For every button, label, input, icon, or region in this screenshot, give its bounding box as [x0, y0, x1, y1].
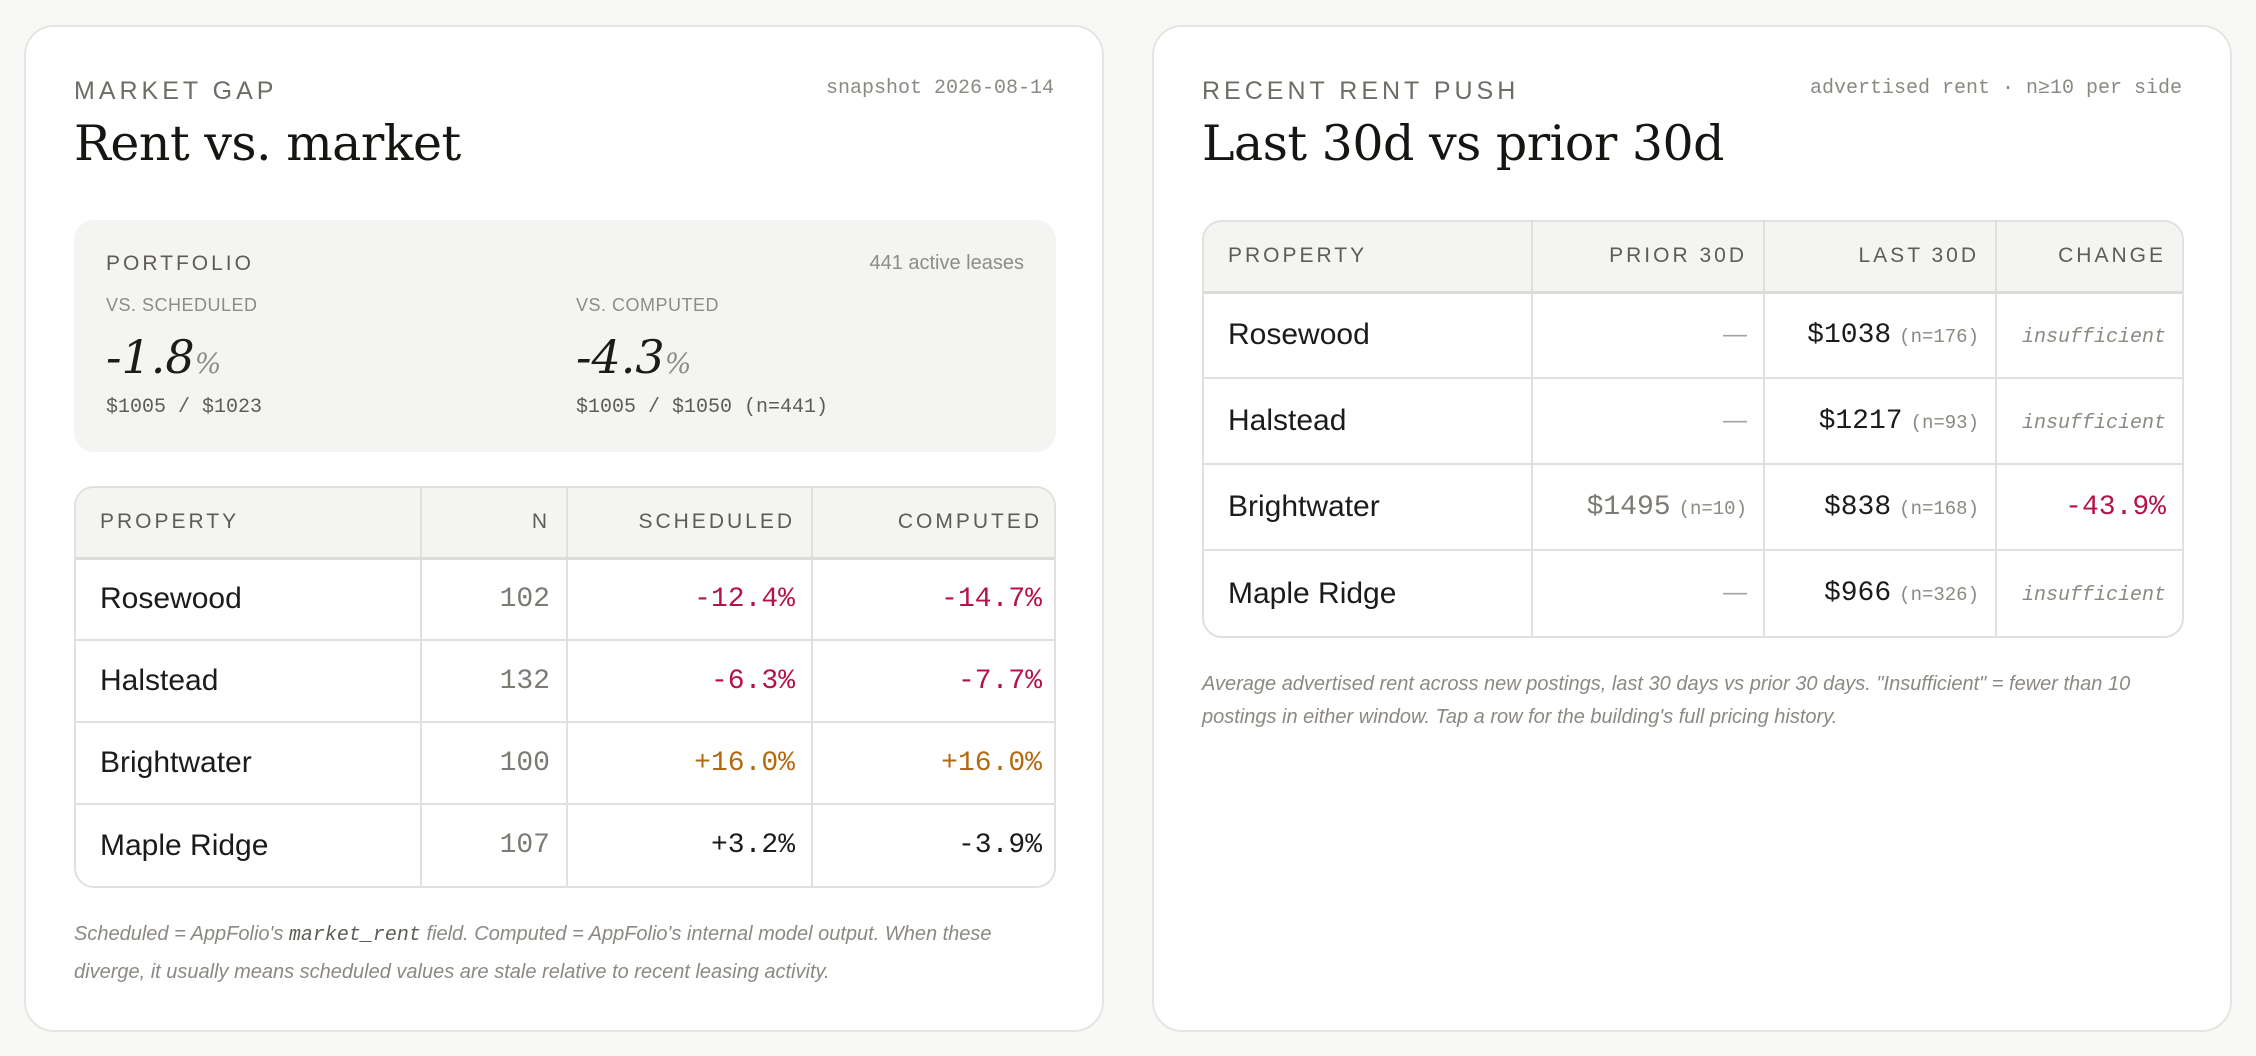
last-rent-count: (n=326) [1899, 584, 1979, 606]
property-name: Rosewood [1204, 292, 1533, 378]
change-value: insufficient [2021, 411, 2166, 435]
last-rent: $1038 [1807, 319, 1892, 351]
lease-count: 102 [421, 558, 568, 640]
vs-computed-unit: % [664, 347, 692, 380]
last-rent-cell: $1038 (n=176) [1764, 292, 1997, 378]
last-rent-cell: $1217 (n=93) [1764, 377, 1997, 464]
scheduled-gap: +3.2% [567, 803, 813, 886]
property-name: Maple Ridge [1204, 549, 1533, 636]
vs-computed-value: -4.3% [576, 330, 828, 384]
change-cell: insufficient [1996, 549, 2182, 636]
computed-gap: -7.7% [812, 639, 1054, 722]
header-n: N [421, 488, 568, 560]
vs-computed-number: -4.3 [576, 330, 665, 384]
last-rent-cell: $838 (n=168) [1764, 463, 1997, 550]
prior-rent: — [1723, 579, 1747, 606]
prior-rent: $1495 [1586, 491, 1671, 523]
scheduled-gap: +16.0% [567, 721, 813, 804]
portfolio-label: PORTFOLIO [106, 252, 254, 275]
scheduled-gap: -12.4% [567, 558, 813, 640]
market-gap-footnote: Scheduled = AppFolio's market_rent field… [74, 916, 1064, 990]
table-row[interactable]: Brightwater 100 +16.0% +16.0% [76, 721, 1054, 804]
prior-rent-cell: — [1532, 377, 1765, 464]
lease-count: 100 [421, 721, 568, 804]
market-rent-field: market_rent [288, 924, 421, 947]
prior-rent-cell: $1495 (n=10) [1532, 463, 1765, 550]
last-rent: $838 [1823, 491, 1892, 523]
computed-gap: +16.0% [812, 721, 1054, 804]
table-row[interactable]: Brightwater $1495 (n=10) $838 (n=168) -43.… [1204, 463, 2182, 550]
lease-count: 107 [421, 803, 568, 886]
rent-push-table: PROPERTY PRIOR 30D LAST 30D CHANGE Rosew… [1202, 220, 2184, 638]
footnote-text-end: field. Computed = AppFolio's internal mo… [74, 923, 992, 983]
table-row[interactable]: Maple Ridge — $966 (n=326) insufficient [1204, 549, 2182, 636]
vs-scheduled-number: -1.8 [106, 330, 195, 384]
change-cell: insufficient [1996, 377, 2182, 464]
market-gap-card: MARKET GAP snapshot 2026-08-14 Rent vs. … [24, 25, 1104, 1032]
property-name: Halstead [1204, 377, 1533, 464]
rent-push-footnote: Average advertised rent across new posti… [1202, 673, 2131, 728]
property-name: Brightwater [1204, 463, 1533, 550]
market-gap-eyebrow: MARKET GAP [74, 77, 278, 105]
last-rent-count: (n=176) [1899, 325, 1979, 348]
last-rent: $966 [1823, 578, 1892, 609]
vs-computed-detail: $1005 / $1050 (n=441) [576, 396, 829, 419]
header-scheduled: SCHEDULED [567, 488, 813, 560]
computed-gap: -14.7% [941, 583, 1042, 615]
header-property: PROPERTY [76, 488, 422, 560]
property-name: Rosewood [76, 558, 422, 640]
header-prior-30d: PRIOR 30D [1532, 222, 1765, 294]
property-name: Brightwater [76, 721, 422, 804]
portfolio-summary: PORTFOLIO 441 active leases VS. SCHEDULE… [74, 220, 1056, 452]
scheduled-gap: -6.3% [567, 639, 813, 722]
computed-gap: -3.9% [812, 803, 1054, 886]
last-rent-cell: $966 (n=326) [1764, 549, 1997, 636]
header-change: CHANGE [1996, 222, 2182, 294]
table-row[interactable]: Rosewood 102 -12.4% -14.7% [76, 558, 1054, 640]
rent-push-card: RECENT RENT PUSH advertised rent · n≥10 … [1152, 25, 2232, 1032]
prior-rent: — [1723, 320, 1747, 348]
rent-push-title: Last 30d vs prior 30d [1202, 115, 1725, 172]
property-name: Maple Ridge [76, 803, 422, 886]
table-row[interactable]: Rosewood — $1038 (n=176) insufficient [1204, 292, 2182, 378]
change-cell: insufficient [1996, 292, 2182, 378]
prior-rent-cell: — [1532, 292, 1765, 378]
table-row[interactable]: Halstead 132 -6.3% -7.7% [76, 639, 1054, 722]
last-rent-count: (n=168) [1899, 497, 1979, 520]
rent-push-eyebrow: RECENT RENT PUSH [1202, 77, 1520, 105]
lease-count: 132 [421, 639, 568, 722]
change-value: -43.9% [1996, 463, 2182, 550]
last-rent: $1217 [1818, 405, 1903, 437]
property-name: Halstead [76, 639, 422, 722]
vs-scheduled-detail: $1005 / $1023 [106, 396, 263, 419]
active-leases-count: 441 active leases [869, 252, 1024, 274]
footnote-text-start: Scheduled = AppFolio's [74, 923, 289, 945]
vs-scheduled-label: VS. SCHEDULED [106, 295, 258, 315]
last-rent-count: (n=93) [1910, 411, 1979, 434]
market-gap-table: PROPERTY N SCHEDULED COMPUTED Rosewood 1… [74, 486, 1056, 888]
market-gap-title: Rent vs. market [74, 115, 461, 172]
header-last-30d: LAST 30D [1764, 222, 1997, 294]
prior-rent: — [1723, 406, 1747, 434]
vs-computed-label: VS. COMPUTED [576, 295, 720, 315]
change-value: insufficient [2021, 325, 2166, 349]
vs-scheduled-value: -1.8% [106, 330, 262, 384]
header-property: PROPERTY [1204, 222, 1533, 294]
vs-scheduled-metric: VS. SCHEDULED -1.8% $1005 / $1023 [106, 295, 262, 419]
prior-rent-cell: — [1532, 549, 1765, 636]
vs-scheduled-unit: % [194, 347, 222, 380]
vs-computed-metric: VS. COMPUTED -4.3% $1005 / $1050 (n=441) [576, 295, 828, 419]
header-computed: COMPUTED [812, 488, 1054, 560]
prior-rent-count: (n=10) [1678, 497, 1747, 520]
rent-push-meta: advertised rent · n≥10 per side [1809, 77, 2182, 100]
table-row[interactable]: Halstead — $1217 (n=93) insufficient [1204, 377, 2182, 464]
table-row[interactable]: Maple Ridge 107 +3.2% -3.9% [76, 803, 1054, 886]
snapshot-date: snapshot 2026-08-14 [825, 77, 1054, 100]
change-value: insufficient [2021, 584, 2166, 607]
